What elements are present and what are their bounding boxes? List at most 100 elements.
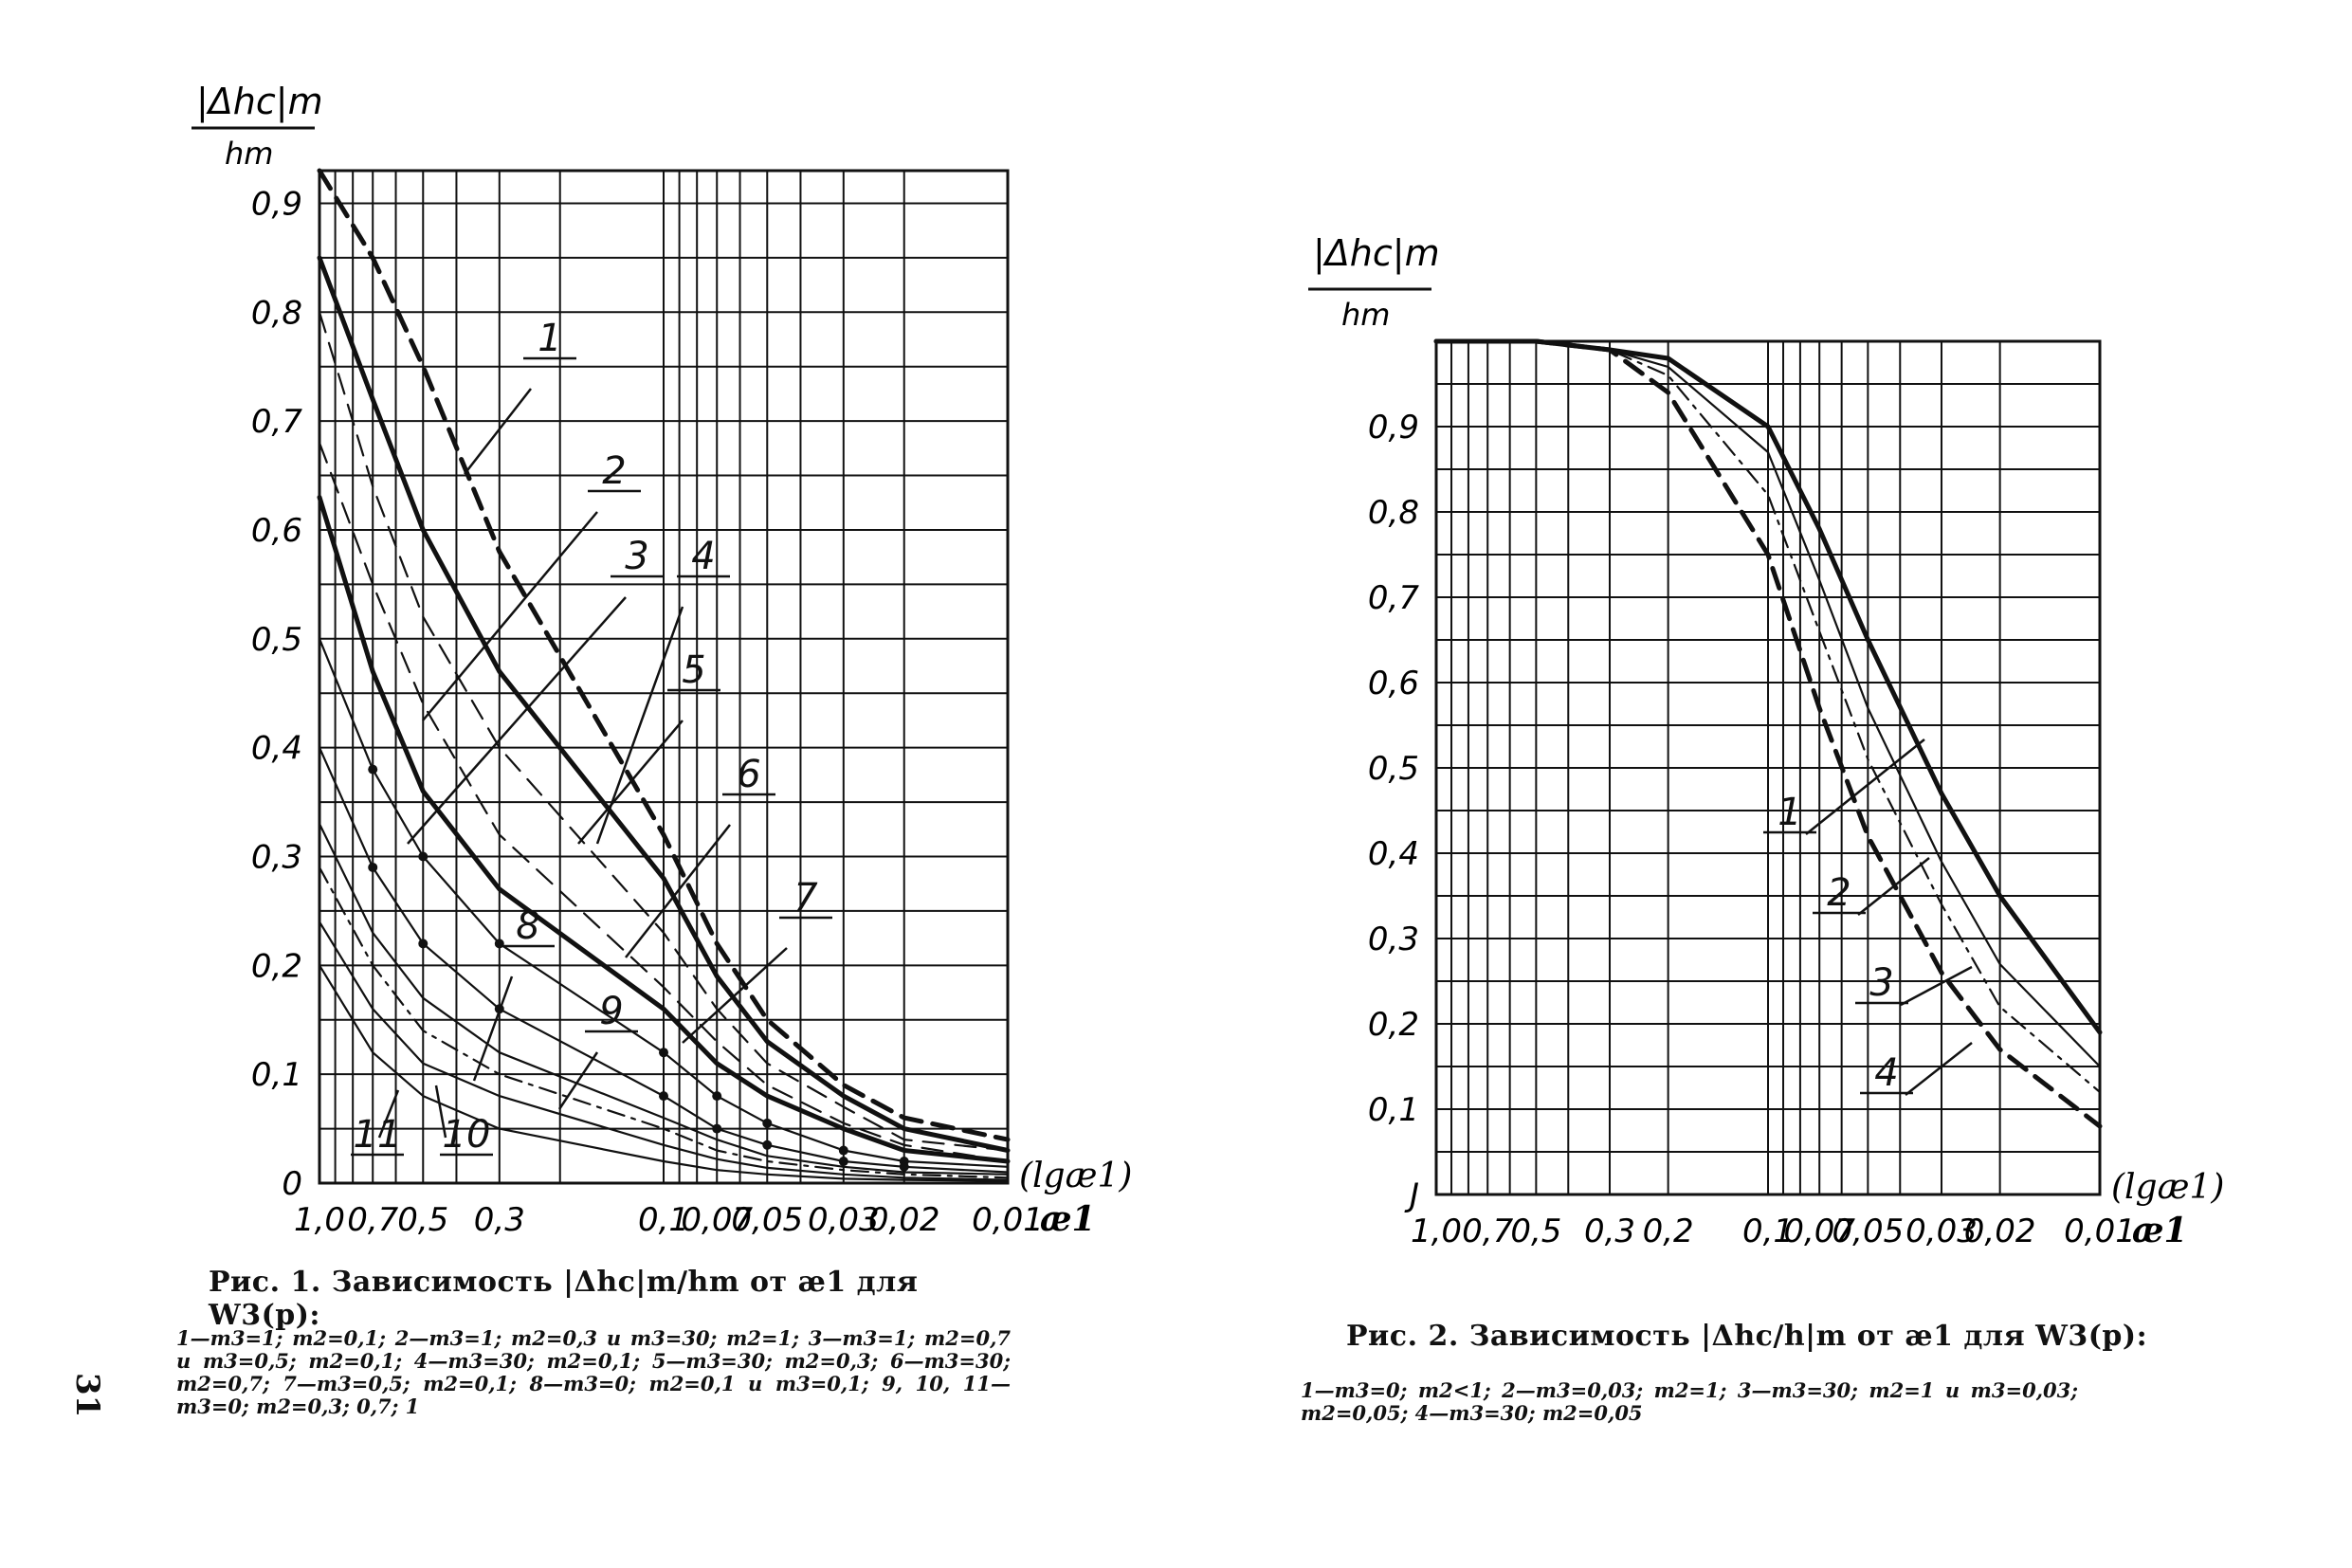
y-tick-label: 0,1 — [251, 1056, 302, 1094]
series-point-6 — [368, 764, 378, 775]
y-tick-label: 0,4 — [251, 730, 302, 768]
x-tick-label: 0,07 — [681, 1201, 753, 1239]
curve-label-leader — [557, 1051, 599, 1110]
y-tick-label: 0,5 — [1368, 750, 1419, 788]
y-tick-label: 0,7 — [251, 403, 302, 441]
curve-label-5: 5 — [682, 648, 705, 692]
y-tick-label: 0,8 — [251, 294, 302, 332]
curve-label-leader — [625, 824, 731, 958]
y-tick-label: 0,9 — [251, 185, 302, 223]
x-tick-label: 1,0 — [294, 1201, 345, 1239]
series-line-7 — [318, 746, 1010, 1174]
x-tick-label: 0,7 — [347, 1201, 398, 1239]
curve-label-leader — [434, 1085, 447, 1139]
series-point-6 — [712, 1091, 722, 1102]
x-tick-label: 0,5 — [397, 1201, 448, 1239]
figure-1-caption-title: Рис. 1. Зависимость |Δhc|m/hm от æ1 для … — [209, 1266, 919, 1332]
x-tick-label: 0,7 — [1462, 1212, 1513, 1250]
x-axis-label: (lgæ1) — [2111, 1168, 2224, 1207]
curve-label-leader — [682, 947, 788, 1044]
curve-label-leader — [1805, 738, 1925, 835]
x-tick-label: 0,01 — [972, 1201, 1044, 1239]
y-tick-label: 0,6 — [251, 512, 302, 550]
figure-1-caption-legend: 1—m3=1; m2=0,1; 2—m3=1; m2=0,3 и m3=30; … — [176, 1326, 1011, 1418]
y-tick-label: 0,2 — [251, 947, 302, 985]
series-point-6 — [762, 1118, 773, 1128]
y-tick-label: 0,2 — [1368, 1006, 1419, 1044]
x-tick-label: 0,03 — [1905, 1212, 1978, 1250]
curve-label-leader — [1900, 965, 1973, 1007]
series-line-4 — [1433, 338, 2103, 1129]
series-line-2 — [317, 255, 1011, 1153]
curve-label-6: 6 — [737, 753, 760, 796]
curve-label-9: 9 — [599, 990, 623, 1033]
series-line-3 — [318, 311, 1010, 1152]
curve-label-leader — [472, 975, 514, 1082]
x-axis-label: (lgæ1) — [1019, 1157, 1132, 1195]
y-tick-label: 0,7 — [1368, 579, 1419, 617]
curve-label-8: 8 — [516, 904, 539, 948]
series-point-6 — [838, 1145, 848, 1156]
curve-label-leader — [1905, 1042, 1973, 1096]
series-point-7 — [712, 1123, 722, 1134]
series-line-8 — [318, 822, 1010, 1176]
curve-label-4: 4 — [1874, 1051, 1898, 1095]
chart-1: 00,10,20,30,40,50,60,70,80,91,0 0,70,5 0,3… — [191, 81, 1132, 1239]
x-tick-label: 0,2 — [1643, 1212, 1694, 1250]
curve-label-leader — [407, 596, 627, 845]
y-axis-label-numerator: |Δhc|m — [1313, 232, 1440, 275]
y-axis-label-numerator: |Δhc|m — [196, 81, 323, 123]
y-tick-label: 0,8 — [1368, 494, 1419, 532]
curve-label-leader — [422, 511, 598, 721]
y-tick-label: 0,3 — [251, 838, 302, 876]
x-tick-label: 1,0 — [1411, 1212, 1462, 1250]
curve-label-leader — [1857, 857, 1930, 916]
x-unit-label: æ1 — [2132, 1211, 2188, 1250]
curve-label-3: 3 — [625, 535, 648, 578]
x-tick-label: 0,05 — [1832, 1212, 1905, 1250]
curve-label-leader — [377, 1089, 400, 1139]
series-line-9 — [318, 866, 1010, 1179]
series-point-6 — [659, 1048, 668, 1058]
y-tick-label: 0 — [282, 1165, 302, 1203]
curve-label-leader — [595, 606, 684, 845]
figure-2-caption-legend: 1—m3=0; m2<1; 2—m3=0,03; m2=1; 3—m3=30; … — [1301, 1378, 2078, 1425]
series-point-7 — [762, 1140, 773, 1150]
y-tick-label: 0,6 — [1368, 665, 1419, 702]
x-tick-label: 0,1 — [1742, 1212, 1794, 1250]
x-tick-label: 0,01 — [2064, 1212, 2136, 1250]
y-axis-label-denominator: hm — [1341, 297, 1390, 333]
curve-label-11: 11 — [354, 1113, 402, 1157]
series-line-6 — [318, 637, 1010, 1168]
curve-label-leader — [464, 388, 532, 475]
series-point-7 — [838, 1157, 848, 1167]
curve-label-7: 7 — [793, 876, 818, 920]
y-tick-label: J — [1404, 1176, 1419, 1214]
series-point-7 — [368, 862, 378, 872]
page-number: 31 — [68, 1373, 106, 1418]
curve-label-1: 1 — [538, 317, 561, 360]
x-tick-label: 0,02 — [868, 1201, 940, 1239]
y-tick-label: 0,9 — [1368, 409, 1419, 447]
x-tick-label: 0,3 — [1584, 1212, 1635, 1250]
x-tick-label: 0,3 — [474, 1201, 525, 1239]
curve-label-2: 2 — [602, 449, 626, 493]
y-tick-label: 0,4 — [1368, 835, 1419, 873]
series-line-10 — [318, 921, 1010, 1181]
y-axis-label-denominator: hm — [225, 136, 273, 172]
series-point-6 — [418, 851, 428, 862]
series-line-4 — [318, 442, 1010, 1163]
x-tick-label: 0,03 — [808, 1201, 880, 1239]
chart-2: J0,10,20,30,40,50,60,70,80,91,0 0,70,5 0,3… — [1308, 232, 2224, 1250]
y-tick-label: 0,3 — [1368, 921, 1419, 958]
figure-2-caption-title: Рис. 2. Зависимость |Δhc/h|m от æ1 для W… — [1346, 1320, 2148, 1353]
curve-label-10: 10 — [443, 1113, 491, 1157]
x-tick-label: 0,5 — [1510, 1212, 1561, 1250]
y-tick-label: 0,1 — [1368, 1091, 1419, 1129]
series-point-7 — [899, 1161, 909, 1172]
series-point-7 — [659, 1091, 668, 1102]
series-point-7 — [418, 939, 428, 949]
x-tick-label: 0,05 — [731, 1201, 803, 1239]
series-line-1 — [317, 168, 1011, 1142]
x-tick-label: 0,07 — [1783, 1212, 1855, 1250]
